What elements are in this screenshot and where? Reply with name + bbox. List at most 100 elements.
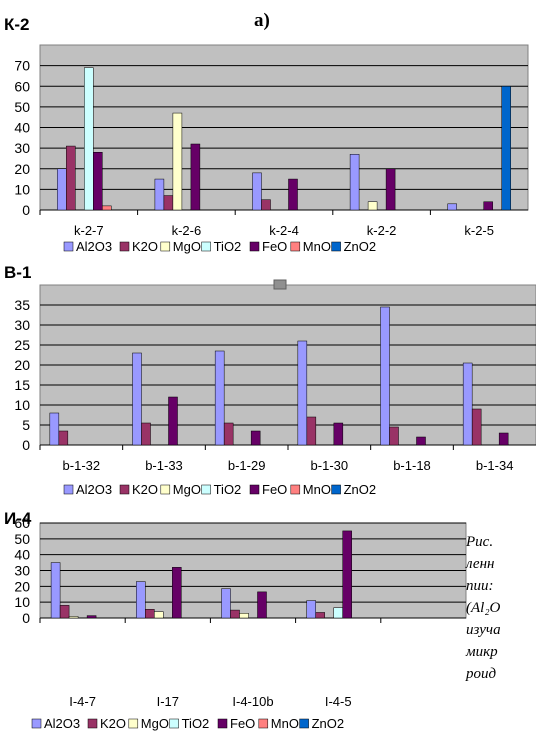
- x-tick-label: I-17: [157, 694, 179, 709]
- x-tick-label: b-1-29: [228, 458, 266, 473]
- bar-K2O: [66, 145, 76, 211]
- x-tick-label: b-1-18: [393, 458, 431, 473]
- x-tick-label: b-1-33: [145, 458, 183, 473]
- bar-Al2O3: [154, 178, 165, 211]
- legend-swatch: [128, 718, 139, 729]
- legend-label: K2O: [132, 482, 158, 497]
- bar-K2O: [145, 609, 155, 619]
- y-tick-label: 20: [14, 578, 30, 594]
- bar-FeO: [190, 143, 201, 211]
- x-tick-label: b-1-30: [311, 458, 349, 473]
- legend-label: TiO2: [214, 482, 242, 497]
- caption-line: пии:: [466, 578, 494, 594]
- bar-FeO: [172, 567, 182, 619]
- legend-swatch: [290, 241, 301, 252]
- chart-handle-icon: [273, 279, 287, 290]
- bar-MgO: [172, 112, 183, 211]
- bar-FeO: [385, 168, 396, 211]
- legend-swatch: [63, 484, 74, 495]
- legend-swatch: [217, 718, 228, 729]
- chart-title: В-1: [4, 263, 31, 282]
- bar-K2O: [163, 195, 174, 211]
- y-tick-label: 60: [14, 78, 30, 94]
- legend-swatch: [249, 241, 260, 252]
- legend-swatch: [201, 241, 211, 252]
- bar-TiO2: [333, 607, 343, 619]
- bar-FeO: [483, 201, 493, 211]
- legend-label: ZnO2: [312, 716, 345, 731]
- bar-K2O: [59, 605, 70, 619]
- legend-label: MgO: [173, 239, 201, 254]
- legend-label: FeO: [262, 239, 287, 254]
- y-tick-label: 10: [14, 181, 30, 197]
- y-tick-label: 40: [14, 547, 30, 563]
- legend-label: FeO: [230, 716, 255, 731]
- legend-swatch: [119, 484, 130, 495]
- bar-FeO: [257, 591, 267, 619]
- legend-swatch: [119, 241, 130, 252]
- y-tick-label: 0: [22, 202, 30, 218]
- bar-FeO: [342, 530, 352, 619]
- chart-title: И-4: [4, 509, 32, 528]
- legend-label: TiO2: [214, 239, 242, 254]
- bar-MgO: [367, 201, 378, 211]
- legend-swatch: [201, 484, 211, 495]
- bar-Al2O3: [297, 340, 308, 446]
- y-tick-label: 30: [14, 140, 30, 156]
- bar-Al2O3: [306, 600, 316, 619]
- legend-label: TiO2: [182, 716, 210, 731]
- bar-FeO: [250, 430, 261, 446]
- x-tick-label: k-2-4: [269, 223, 299, 238]
- bar-MgO: [239, 613, 249, 619]
- x-tick-label: b-1-32: [63, 458, 101, 473]
- bar-K2O: [141, 422, 151, 446]
- y-tick-label: 70: [14, 58, 30, 74]
- legend-swatch: [290, 484, 301, 495]
- bar-Al2O3: [221, 588, 231, 619]
- y-tick-label: 20: [14, 357, 30, 373]
- legend-label: FeO: [262, 482, 287, 497]
- bar-MgO: [154, 611, 164, 619]
- y-tick-label: 15: [14, 377, 30, 393]
- chart-2: В-1 0 5 10 15 20 25 30 35 b-1-32 b-1-33 b-1-29 b-1-3…: [4, 263, 536, 497]
- y-tick-label: 35: [14, 297, 30, 313]
- chart-title: К-2: [4, 15, 30, 34]
- x-tick-label: k-2-7: [74, 223, 104, 238]
- x-tick-label: b-1-34: [476, 458, 514, 473]
- bar-FeO: [86, 615, 97, 619]
- legend-swatch: [169, 718, 179, 729]
- bar-FeO: [333, 422, 344, 446]
- bar-Al2O3: [380, 306, 390, 446]
- legend: Al2O3 K2O MgO TiO2 FeO MnO ZnO2: [63, 239, 376, 254]
- legend-swatch: [331, 484, 341, 495]
- bar-Al2O3: [214, 350, 225, 446]
- y-tick-label: 30: [14, 563, 30, 579]
- y-tick-label: 10: [14, 594, 30, 610]
- caption-line: роид: [466, 666, 497, 682]
- bar-Al2O3: [447, 203, 457, 211]
- bar-FeO: [93, 152, 103, 211]
- legend-label: MgO: [141, 716, 169, 731]
- bar-Al2O3: [57, 168, 67, 211]
- y-tick-label: 30: [14, 317, 30, 333]
- figure-label: а): [254, 10, 270, 31]
- y-tick-label: 5: [22, 417, 30, 433]
- legend-label: Al2O3: [76, 482, 112, 497]
- y-tick-label: 40: [14, 120, 30, 136]
- legend-label: Al2O3: [44, 716, 80, 731]
- bar-FeO: [498, 432, 509, 446]
- y-tick-label: 0: [22, 437, 30, 453]
- legend-label: MnO: [303, 482, 331, 497]
- bar-K2O: [223, 422, 234, 446]
- bar-FeO: [416, 436, 426, 446]
- caption-line: микр: [466, 644, 498, 660]
- bar-Al2O3: [252, 172, 262, 211]
- bar-K2O: [306, 416, 317, 446]
- bar-K2O: [389, 426, 399, 446]
- legend-label: K2O: [132, 239, 158, 254]
- bar-Al2O3: [462, 362, 473, 446]
- bar-FeO: [288, 178, 298, 211]
- legend-swatch: [87, 718, 98, 729]
